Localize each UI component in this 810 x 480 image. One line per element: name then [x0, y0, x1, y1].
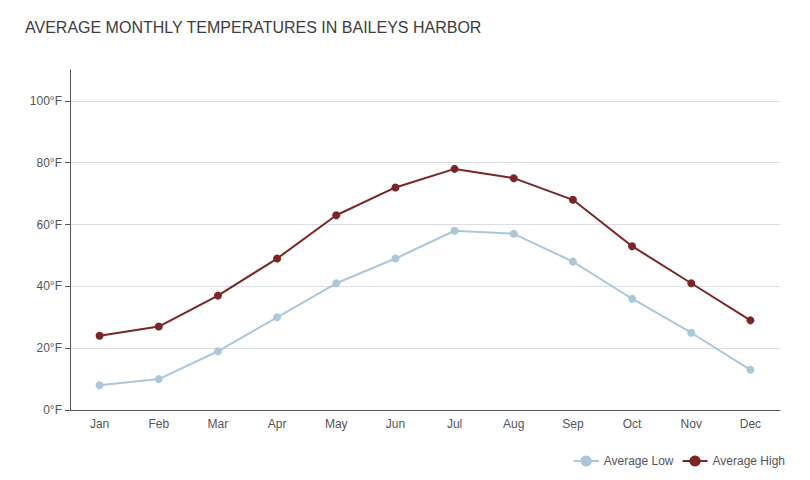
svg-text:Jun: Jun	[386, 417, 405, 431]
svg-text:40°F: 40°F	[37, 279, 62, 293]
svg-text:Sep: Sep	[562, 417, 584, 431]
svg-text:Average High: Average High	[713, 454, 786, 468]
svg-text:20°F: 20°F	[37, 341, 62, 355]
svg-text:Jan: Jan	[90, 417, 109, 431]
svg-text:AVERAGE MONTHLY TEMPERATURES I: AVERAGE MONTHLY TEMPERATURES IN BAILEYS …	[25, 19, 481, 36]
svg-text:80°F: 80°F	[37, 156, 62, 170]
svg-text:0°F: 0°F	[43, 403, 62, 417]
svg-text:Feb: Feb	[148, 417, 169, 431]
svg-text:100°F: 100°F	[30, 94, 62, 108]
svg-text:Oct: Oct	[623, 417, 642, 431]
svg-text:60°F: 60°F	[37, 218, 62, 232]
svg-text:Jul: Jul	[447, 417, 462, 431]
svg-text:May: May	[325, 417, 348, 431]
svg-text:Mar: Mar	[208, 417, 229, 431]
svg-text:Average Low: Average Low	[604, 454, 674, 468]
svg-text:Apr: Apr	[268, 417, 287, 431]
svg-text:Nov: Nov	[681, 417, 702, 431]
svg-text:Aug: Aug	[503, 417, 524, 431]
svg-text:Dec: Dec	[740, 417, 761, 431]
